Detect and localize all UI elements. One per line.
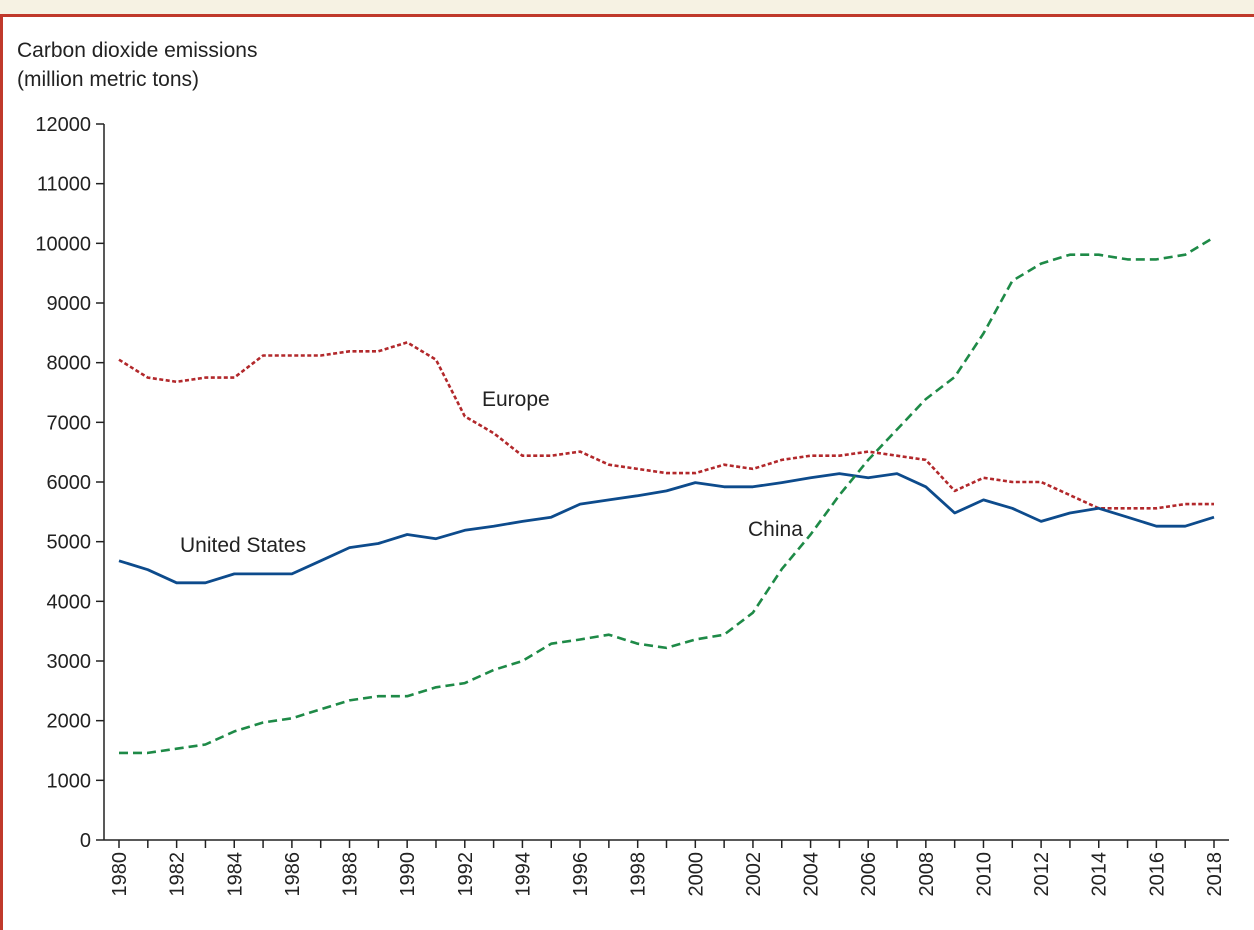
x-tick-label: 2000 (685, 852, 707, 897)
series-layer (118, 236, 1215, 755)
x-tick-label: 2002 (743, 852, 765, 897)
y-tick-label: 12000 (35, 114, 91, 136)
y-axis-title-line-1: Carbon dioxide emissions (17, 39, 257, 62)
x-tick-label: 1998 (628, 852, 650, 897)
y-tick-label: 8000 (47, 353, 92, 375)
x-tick-label: 1982 (167, 852, 189, 897)
x-tick-label: 2010 (973, 852, 995, 897)
x-tick-label: 1986 (282, 852, 304, 897)
x-tick-label: 2014 (1089, 852, 1111, 897)
label-china: China (748, 518, 803, 541)
y-tick-label: 5000 (47, 532, 92, 554)
x-tick-label: 1988 (340, 852, 362, 897)
label-europe: Europe (482, 388, 550, 411)
y-tick-label: 7000 (47, 412, 92, 434)
y-tick-label: 4000 (47, 591, 92, 613)
chart-panel (0, 14, 1254, 930)
y-tick-label: 9000 (47, 293, 92, 315)
x-tick-label: 2016 (1146, 852, 1168, 897)
top-band (0, 0, 1254, 14)
series-line-united-states (118, 472, 1215, 585)
x-tick-label: 1992 (455, 852, 477, 897)
y-tick-label: 1000 (47, 770, 92, 792)
y-tick-label: 0 (80, 830, 91, 852)
x-tick-label: 1990 (397, 852, 419, 897)
x-tick-label: 2018 (1204, 852, 1226, 897)
x-tick-label: 1980 (109, 852, 131, 897)
x-tick-label: 2008 (916, 852, 938, 897)
y-tick-label: 3000 (47, 651, 92, 673)
x-tick-label: 2012 (1031, 852, 1053, 897)
y-tick-label: 6000 (47, 472, 92, 494)
axes: 0 1000 2000 3000 4000 5000 6000 7000 8000 9000 100… (35, 114, 1229, 897)
series-line-europe (118, 341, 1214, 510)
x-tick-label: 1996 (570, 852, 592, 897)
y-axis-title-line-2: (million metric tons) (17, 68, 199, 91)
label-united-states: United States (180, 534, 306, 557)
x-tick-label: 1984 (224, 852, 246, 897)
x-tick-label: 2006 (858, 852, 880, 897)
y-tick-label: 10000 (35, 233, 91, 255)
series-line-china (119, 236, 1215, 755)
x-tick-label: 1994 (512, 852, 534, 897)
x-tick-label: 2004 (801, 852, 823, 897)
y-tick-label: 2000 (47, 711, 92, 733)
y-tick-label: 11000 (37, 174, 91, 196)
